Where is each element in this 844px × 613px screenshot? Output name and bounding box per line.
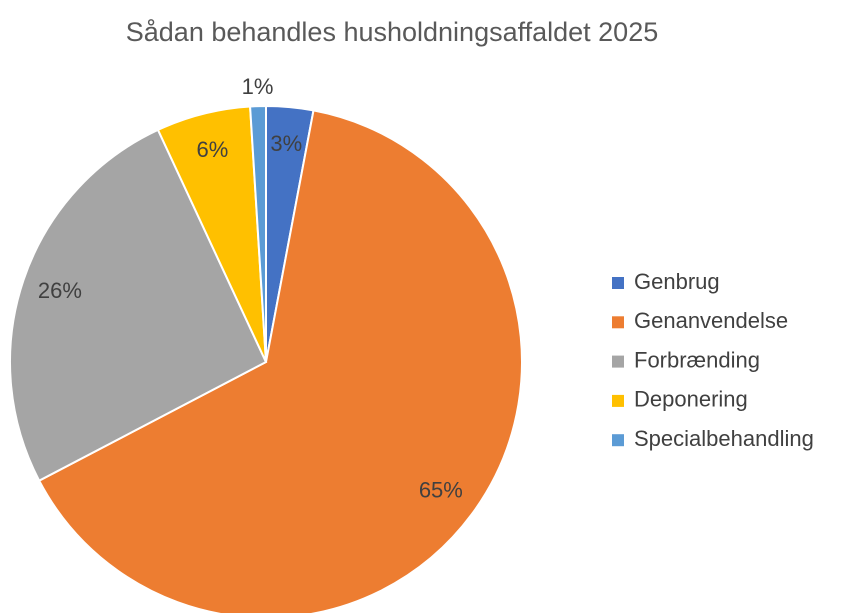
data-label: 3% [270, 131, 302, 156]
legend-marker [612, 434, 624, 447]
legend-marker [612, 394, 624, 407]
legend-marker [612, 355, 624, 368]
legend-label: Specialbehandling [634, 426, 814, 451]
legend-label: Deponering [634, 387, 748, 412]
pie-slice [37, 109, 523, 613]
data-label: 26% [38, 278, 82, 303]
pie-slice [249, 104, 267, 363]
legend-label: Forbrænding [634, 347, 760, 372]
data-label: 6% [197, 137, 229, 162]
legend-label: Genanvendelse [634, 308, 788, 333]
pie-slice [9, 128, 268, 483]
legend-marker [612, 316, 624, 329]
legend-marker [612, 277, 624, 289]
data-label: 65% [419, 477, 463, 502]
legend-label: Genbrug [634, 269, 720, 294]
data-label: 1% [242, 74, 274, 99]
chart-title: Sådan behandles husholdningsaffaldet 202… [126, 17, 658, 47]
